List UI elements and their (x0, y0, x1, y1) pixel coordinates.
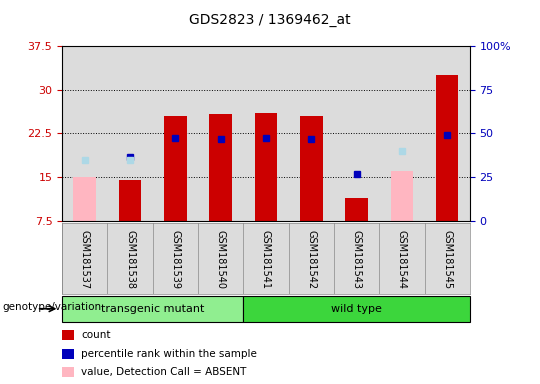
Text: GSM181543: GSM181543 (352, 230, 362, 289)
Text: GSM181540: GSM181540 (215, 230, 226, 289)
Bar (73, 177, 96, 221)
Text: GDS2823 / 1369462_at: GDS2823 / 1369462_at (189, 13, 351, 27)
Text: value, Detection Call = ABSENT: value, Detection Call = ABSENT (81, 367, 246, 377)
Text: GSM181542: GSM181542 (306, 230, 316, 289)
Text: GSM181539: GSM181539 (170, 230, 180, 289)
Text: GSM181538: GSM181538 (125, 230, 135, 289)
Bar (436, 75, 458, 221)
Bar (62, 296, 244, 322)
Bar (345, 197, 368, 221)
Text: percentile rank within the sample: percentile rank within the sample (81, 349, 257, 359)
Text: wild type: wild type (331, 304, 382, 314)
Text: transgenic mutant: transgenic mutant (101, 304, 204, 314)
Text: GSM181545: GSM181545 (442, 230, 452, 289)
Bar (300, 116, 322, 221)
Bar (255, 113, 277, 221)
Text: genotype/variation: genotype/variation (3, 302, 102, 312)
Text: count: count (81, 330, 111, 340)
Text: GSM181541: GSM181541 (261, 230, 271, 289)
Bar (244, 296, 470, 322)
Bar (164, 116, 187, 221)
Text: GSM181537: GSM181537 (80, 230, 90, 289)
Bar (119, 180, 141, 221)
Text: GSM181544: GSM181544 (397, 230, 407, 289)
Bar (390, 171, 413, 221)
Bar (210, 114, 232, 221)
